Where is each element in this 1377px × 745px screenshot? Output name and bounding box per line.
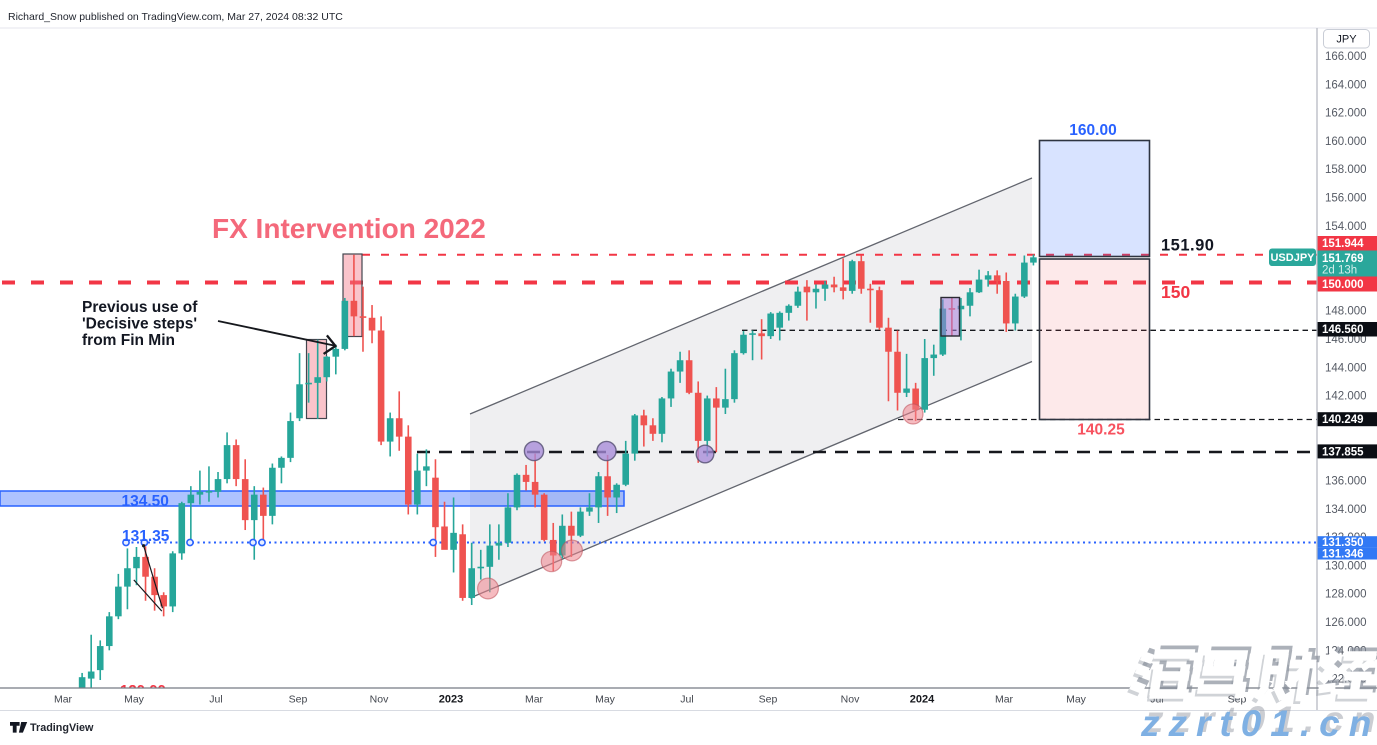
svg-text:128.000: 128.000 (1325, 589, 1367, 601)
svg-text:Sep: Sep (759, 694, 778, 706)
svg-text:Mar: Mar (54, 694, 73, 706)
svg-text:Jul: Jul (680, 694, 693, 706)
svg-text:130.000: 130.000 (1325, 560, 1367, 572)
svg-text:May: May (1066, 694, 1087, 706)
svg-text:'Decisive steps': 'Decisive steps' (82, 316, 197, 333)
svg-text:144.000: 144.000 (1325, 362, 1367, 374)
svg-text:137.855: 137.855 (1322, 446, 1364, 458)
svg-text:158.000: 158.000 (1325, 164, 1367, 176)
svg-text:131.346: 131.346 (1322, 549, 1364, 561)
svg-text:160.00: 160.00 (1069, 122, 1116, 139)
svg-text:2024: 2024 (910, 694, 935, 706)
svg-text:151.944: 151.944 (1322, 238, 1364, 250)
svg-text:2023: 2023 (439, 694, 463, 706)
svg-text:146.000: 146.000 (1325, 334, 1367, 346)
svg-text:May: May (595, 694, 616, 706)
svg-text:131.35: 131.35 (122, 528, 170, 545)
svg-text:166.000: 166.000 (1325, 51, 1367, 63)
svg-text:136.000: 136.000 (1325, 476, 1367, 488)
svg-text:Mar: Mar (995, 694, 1014, 706)
svg-text:148.000: 148.000 (1325, 306, 1367, 318)
svg-text:May: May (124, 694, 145, 706)
svg-text:USDJPY: USDJPY (1270, 252, 1315, 264)
svg-text:TradingView: TradingView (30, 722, 94, 734)
svg-text:156.000: 156.000 (1325, 193, 1367, 205)
svg-text:146.560: 146.560 (1322, 324, 1364, 336)
svg-text:140.25: 140.25 (1077, 422, 1125, 439)
svg-text:Sep: Sep (289, 694, 308, 706)
svg-text:Mar: Mar (525, 694, 544, 706)
svg-text:FX Intervention 2022: FX Intervention 2022 (212, 213, 486, 244)
svg-text:126.000: 126.000 (1325, 617, 1367, 629)
svg-text:from Fin Min: from Fin Min (82, 332, 175, 349)
svg-text:142.000: 142.000 (1325, 391, 1367, 403)
svg-text:2d 13h: 2d 13h (1322, 265, 1357, 277)
svg-text:134.50: 134.50 (122, 493, 169, 510)
svg-text:Nov: Nov (370, 694, 389, 706)
svg-text:120.00: 120.00 (120, 682, 166, 699)
svg-text:154.000: 154.000 (1325, 221, 1367, 233)
svg-text:162.000: 162.000 (1325, 108, 1367, 120)
svg-text:131.350: 131.350 (1322, 537, 1364, 549)
svg-text:Nov: Nov (841, 694, 860, 706)
svg-text:150.000: 150.000 (1322, 279, 1364, 291)
svg-text:164.000: 164.000 (1325, 79, 1367, 91)
svg-text:Previous use of: Previous use of (82, 299, 198, 316)
svg-text:151.90: 151.90 (1161, 237, 1214, 255)
svg-text:JPY: JPY (1336, 34, 1357, 46)
svg-text:160.000: 160.000 (1325, 136, 1367, 148)
svg-text:134.000: 134.000 (1325, 504, 1367, 516)
svg-text:151.769: 151.769 (1322, 253, 1364, 265)
svg-text:150: 150 (1161, 282, 1190, 302)
svg-text:140.249: 140.249 (1322, 414, 1364, 426)
svg-text:Jul: Jul (209, 694, 222, 706)
svg-text:Richard_Snow published on Trad: Richard_Snow published on TradingView.co… (8, 11, 343, 23)
